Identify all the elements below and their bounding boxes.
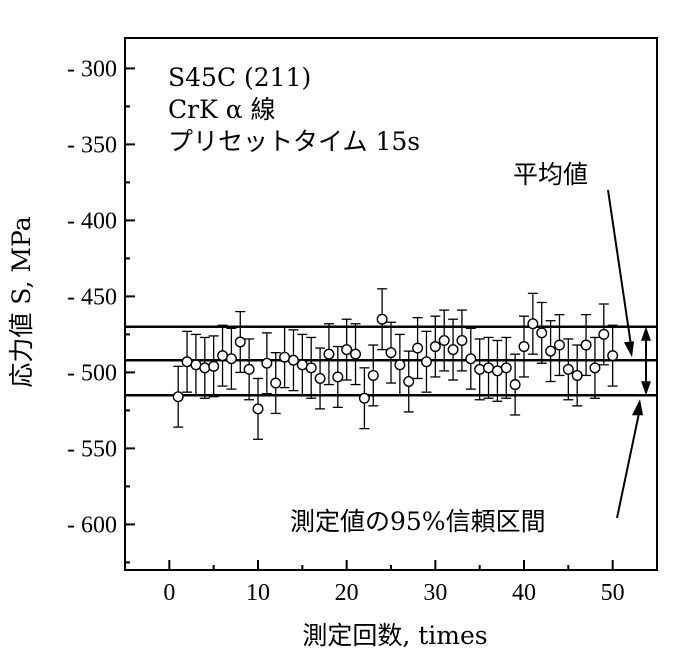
legend-line-2: CrK α 線 (168, 95, 276, 124)
data-point (545, 345, 557, 357)
data-point (358, 392, 370, 404)
data-point (447, 344, 459, 356)
legend-line-1: S45C (211) (168, 63, 311, 92)
mean-annotation: 平均値 (513, 160, 588, 189)
y-tick-label: - 500 (67, 360, 117, 386)
data-point (341, 344, 353, 356)
x-tick-label: 20 (335, 580, 359, 606)
data-point (412, 342, 424, 354)
mean-arrow-head (624, 341, 634, 358)
data-point (500, 362, 512, 374)
legend-line-3: プリセットタイム 15s (168, 127, 420, 156)
data-point (571, 369, 583, 381)
data-point (403, 376, 415, 388)
x-tick-label: 30 (423, 580, 447, 606)
ci-arrow-head (632, 399, 643, 416)
x-tick-label: 10 (246, 580, 270, 606)
data-point (509, 379, 521, 391)
plot-layer (125, 189, 657, 519)
x-tick-label: 0 (163, 580, 175, 606)
y-tick-label: - 450 (67, 284, 117, 310)
data-point (279, 351, 291, 363)
axes-layer: - 300 - 350 - 400 - 450 - 500 - 550 - 600 0 10 20… (67, 37, 658, 606)
data-point (483, 362, 495, 374)
data-point (172, 391, 184, 403)
data-point (527, 318, 539, 330)
data-point (199, 362, 211, 374)
data-point (562, 363, 574, 375)
ci-annotation: 測定値の95%信頼区間 (290, 507, 546, 536)
ci-span-arrow-head-bottom (641, 381, 651, 396)
data-point (296, 359, 308, 371)
data-point (589, 362, 601, 374)
data-point (429, 341, 441, 353)
data-point (287, 354, 299, 366)
data-point (243, 363, 255, 375)
data-point (190, 359, 202, 371)
data-point (491, 365, 503, 377)
data-point (314, 372, 326, 384)
data-point (208, 360, 220, 372)
data-point (270, 377, 282, 389)
x-axis-title: 測定回数, times (302, 621, 487, 650)
text-layer: S45C (211) CrK α 線 プリセットタイム 15s 平均値 測定値の… (7, 63, 588, 650)
data-point (252, 403, 264, 415)
data-point (607, 350, 619, 362)
data-point (580, 339, 592, 351)
mean-arrow-shaft (607, 189, 632, 346)
y-tick-label: - 300 (67, 56, 117, 82)
data-point (323, 348, 335, 360)
data-point (367, 369, 379, 381)
data-point (217, 350, 229, 362)
data-point (225, 353, 237, 365)
y-tick-label: - 600 (67, 512, 117, 538)
ci-span-arrow-head-top (641, 326, 651, 341)
data-point (181, 356, 193, 368)
ci-arrow-shaft (616, 412, 640, 519)
y-axis-title: 応力値 S, MPa (7, 216, 36, 387)
data-point (234, 336, 246, 348)
data-point (420, 356, 432, 368)
data-point (438, 334, 450, 346)
data-point (456, 334, 468, 346)
data-point (332, 371, 344, 383)
x-tick-label: 50 (601, 580, 625, 606)
data-point (350, 348, 362, 360)
y-tick-label: - 550 (67, 436, 117, 462)
data-point (394, 359, 406, 371)
y-tick-label: - 400 (67, 208, 117, 234)
y-tick-label: - 350 (67, 132, 117, 158)
data-point (474, 363, 486, 375)
data-point (518, 341, 530, 353)
data-point (536, 327, 548, 339)
data-point (385, 347, 397, 359)
data-point (376, 313, 388, 325)
data-point (465, 353, 477, 365)
data-point (305, 362, 317, 374)
data-point (553, 339, 565, 351)
data-point (261, 357, 273, 369)
x-tick-label: 40 (512, 580, 536, 606)
data-point (598, 328, 610, 340)
